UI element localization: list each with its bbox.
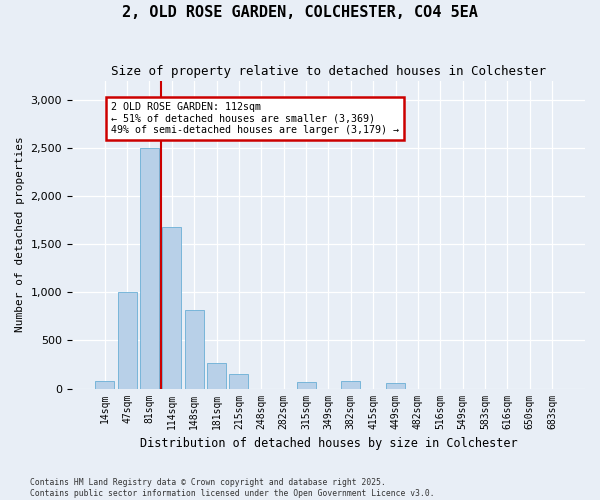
Y-axis label: Number of detached properties: Number of detached properties	[15, 136, 25, 332]
Bar	[118, 292, 137, 388]
Text: 2 OLD ROSE GARDEN: 112sqm
← 51% of detached houses are smaller (3,369)
49% of se: 2 OLD ROSE GARDEN: 112sqm ← 51% of detac…	[112, 102, 400, 135]
Bar	[185, 310, 204, 388]
Text: 2, OLD ROSE GARDEN, COLCHESTER, CO4 5EA: 2, OLD ROSE GARDEN, COLCHESTER, CO4 5EA	[122, 5, 478, 20]
Bar	[95, 382, 114, 388]
X-axis label: Distribution of detached houses by size in Colchester: Distribution of detached houses by size …	[140, 437, 517, 450]
Bar	[163, 227, 181, 388]
Bar	[296, 382, 316, 388]
Bar	[341, 382, 361, 388]
Bar	[140, 148, 159, 388]
Bar	[207, 362, 226, 388]
Text: Contains HM Land Registry data © Crown copyright and database right 2025.
Contai: Contains HM Land Registry data © Crown c…	[30, 478, 434, 498]
Bar	[386, 384, 405, 388]
Bar	[229, 374, 248, 388]
Title: Size of property relative to detached houses in Colchester: Size of property relative to detached ho…	[111, 65, 546, 78]
